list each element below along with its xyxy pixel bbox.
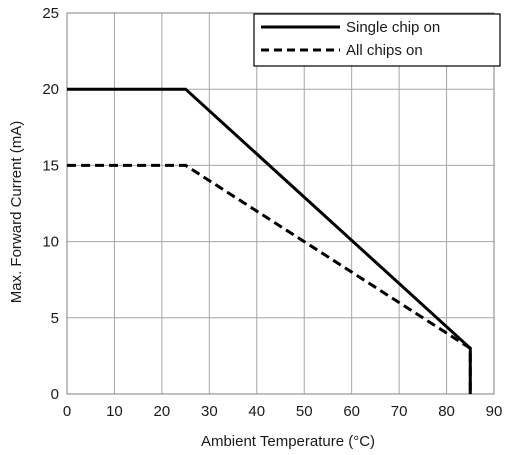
grid: [66, 12, 495, 395]
y-tick-label: 0: [51, 386, 59, 403]
x-tick-label: 20: [154, 403, 171, 420]
legend: Single chip on All chips on: [253, 13, 501, 67]
x-tick-label: 30: [201, 403, 218, 420]
legend-box: [253, 13, 501, 67]
y-tick-label: 15: [42, 157, 59, 174]
y-axis-title: Max. Forward Current (mA): [8, 121, 25, 304]
x-axis-tick-labels: 0 10 20 30 40 50 60 70 80 90: [63, 403, 503, 420]
x-tick-label: 10: [106, 403, 123, 420]
x-tick-label: 60: [343, 403, 360, 420]
x-tick-label: 40: [248, 403, 265, 420]
x-axis-title: Ambient Temperature (°C): [201, 433, 375, 450]
x-tick-label: 50: [296, 403, 313, 420]
y-tick-label: 5: [51, 310, 59, 327]
x-tick-label: 90: [486, 403, 503, 420]
x-tick-label: 0: [63, 403, 71, 420]
x-tick-label: 70: [391, 403, 408, 420]
legend-label-all-chips-on: All chips on: [346, 42, 423, 59]
plot-area-frame: [66, 12, 495, 395]
y-axis-tick-labels: 0 5 10 15 20 25: [42, 5, 59, 403]
x-tick-label: 80: [438, 403, 455, 420]
legend-label-single-chip-on: Single chip on: [346, 19, 440, 36]
series-lines: [67, 87, 472, 394]
y-tick-label: 20: [42, 81, 59, 98]
series-line-all-chips-on: [67, 163, 472, 394]
y-tick-label: 25: [42, 5, 59, 22]
y-tick-label: 10: [42, 234, 59, 251]
